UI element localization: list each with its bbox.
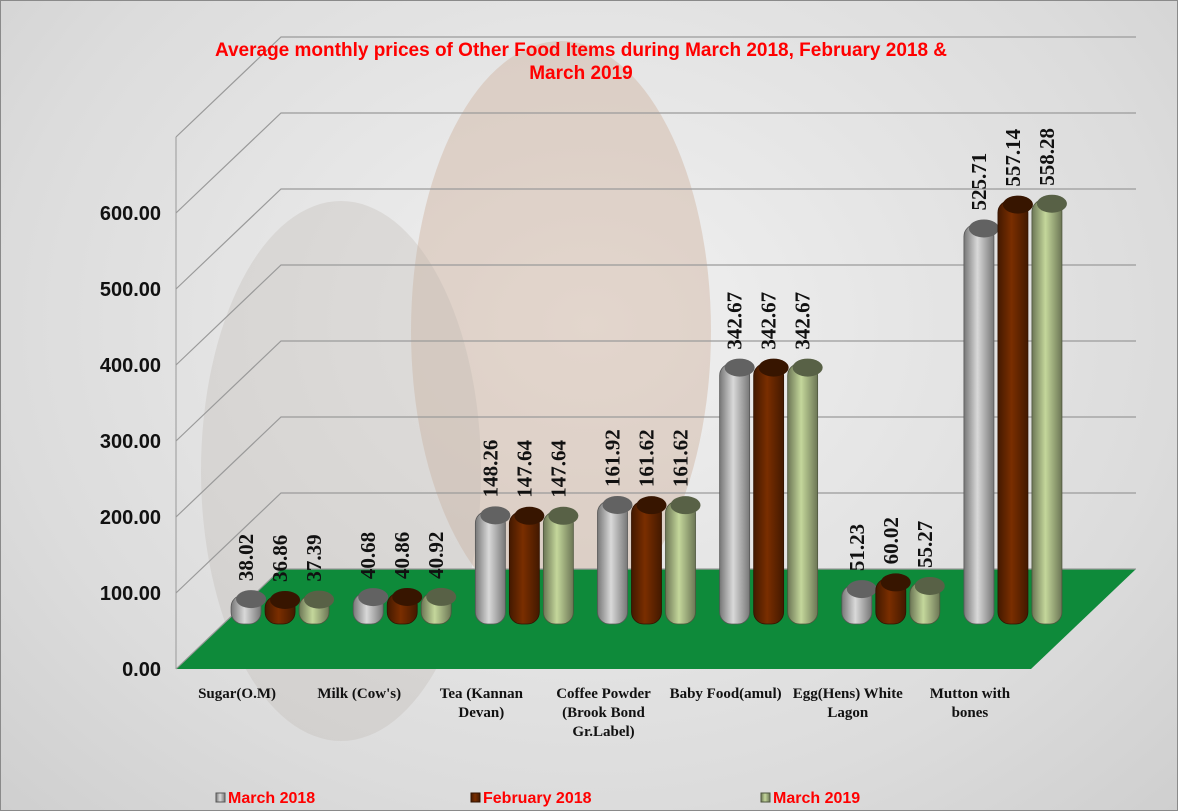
bar — [788, 364, 818, 624]
data-label: 558.28 — [1035, 128, 1059, 186]
data-label: 40.92 — [424, 532, 448, 579]
y-tick-label: 200.00 — [100, 507, 161, 529]
bar-cap — [671, 496, 701, 514]
data-label: 40.68 — [356, 532, 380, 579]
bar — [720, 364, 750, 624]
chart: 0.00 100.00 200.00 300.00 400.00 500.00 600.00… — [0, 0, 1178, 811]
data-label: 60.02 — [879, 517, 903, 564]
bar — [475, 511, 505, 624]
bar — [998, 201, 1028, 624]
bar-cap — [915, 577, 945, 595]
bar — [964, 224, 994, 624]
bar-cap — [725, 359, 755, 377]
data-label: 342.67 — [791, 292, 815, 350]
data-label: 55.27 — [913, 521, 937, 568]
x-tick-label: Tea (Kannan Devan) — [422, 685, 540, 723]
data-label: 161.62 — [635, 429, 659, 487]
data-label: 37.39 — [302, 534, 326, 581]
bar-cap — [514, 507, 544, 525]
legend-marker — [761, 793, 770, 802]
x-tick-label: Sugar(O.M) — [178, 685, 296, 704]
bar-cap — [426, 588, 456, 606]
bar — [509, 512, 539, 624]
bar-cap — [847, 580, 877, 598]
legend-label: March 2018 — [228, 790, 315, 807]
bar — [666, 501, 696, 624]
data-label: 36.86 — [268, 535, 292, 582]
bar-cap — [304, 591, 334, 609]
data-label: 161.62 — [669, 429, 693, 487]
y-tick-label: 100.00 — [100, 583, 161, 605]
x-tick-label: Baby Food(amul) — [667, 685, 785, 704]
bar-cap — [358, 588, 388, 606]
x-tick-label: Mutton with bones — [911, 685, 1029, 723]
data-label: 40.86 — [390, 532, 414, 579]
y-tick-label: 600.00 — [100, 203, 161, 225]
legend-marker — [216, 793, 225, 802]
bar-cap — [392, 588, 422, 606]
y-tick-label: 500.00 — [100, 279, 161, 301]
bar-cap — [603, 496, 633, 514]
x-tick-label: Egg(Hens) White Lagon — [789, 685, 907, 723]
bar-cap — [548, 507, 578, 525]
bar-cap — [236, 590, 266, 608]
data-label: 342.67 — [757, 292, 781, 350]
bar-cap — [759, 359, 789, 377]
data-label: 148.26 — [478, 440, 502, 498]
x-tick-label: Milk (Cow's) — [300, 685, 418, 704]
x-tick-label: Coffee Powder (Brook Bond Gr.Label) — [545, 685, 663, 742]
bar — [632, 501, 662, 624]
chart-title: Average monthly prices of Other Food Ite… — [211, 39, 951, 85]
data-label: 525.71 — [967, 153, 991, 211]
bar — [1032, 200, 1062, 624]
bar-cap — [270, 591, 300, 609]
data-label: 147.64 — [512, 440, 536, 498]
legend-label: February 2018 — [483, 790, 592, 807]
data-label: 38.02 — [234, 534, 258, 581]
y-tick-label: 0.00 — [122, 659, 161, 681]
bar — [543, 512, 573, 624]
y-tick-label: 400.00 — [100, 355, 161, 377]
legend-marker — [471, 793, 480, 802]
bar-cap — [1037, 195, 1067, 213]
legend-label: March 2019 — [773, 790, 860, 807]
data-label: 342.67 — [723, 292, 747, 350]
bar-cap — [793, 359, 823, 377]
data-label: 557.14 — [1001, 128, 1025, 186]
bar-cap — [480, 506, 510, 524]
data-label: 147.64 — [546, 440, 570, 498]
bar — [754, 364, 784, 624]
bar-cap — [637, 496, 667, 514]
bar-cap — [881, 573, 911, 591]
data-label: 51.23 — [845, 524, 869, 571]
data-label: 161.92 — [601, 429, 625, 487]
y-tick-label: 300.00 — [100, 431, 161, 453]
bar-cap — [1003, 196, 1033, 214]
bar-cap — [969, 219, 999, 237]
bar — [598, 501, 628, 624]
